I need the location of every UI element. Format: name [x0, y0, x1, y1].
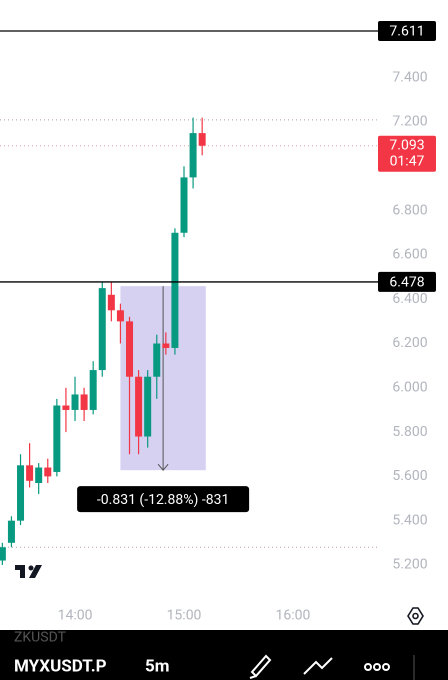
settings-icon[interactable]	[407, 607, 424, 625]
candle-body	[198, 133, 206, 146]
x-tick-label: 14:00	[58, 608, 93, 624]
countdown: 01:47	[390, 153, 425, 169]
more-icon[interactable]	[364, 663, 390, 671]
measure-arrowhead	[157, 463, 169, 471]
y-tick-label: 5.800	[392, 424, 427, 440]
candle-body	[135, 376, 143, 437]
line-tool-icon[interactable]	[303, 657, 333, 675]
candle-body	[153, 343, 161, 377]
y-tick-label: 7.400	[392, 69, 427, 85]
candle-body	[80, 394, 88, 410]
candle-body	[53, 405, 61, 472]
candle-body	[26, 465, 34, 481]
candle-body	[71, 394, 79, 410]
price-line-label: 6.478	[389, 275, 424, 291]
candle-body	[62, 405, 70, 410]
y-tick-label: 6.200	[392, 335, 427, 351]
candle-body	[171, 232, 179, 348]
candle-body	[180, 177, 188, 233]
y-tick-label: 6.400	[392, 291, 427, 307]
candle-body	[89, 370, 97, 410]
symbol[interactable]: MYXUSDT.P	[14, 656, 107, 676]
x-tick-label: 15:00	[167, 608, 202, 624]
candle-body	[7, 520, 15, 543]
last-price-label: 7.093	[389, 137, 424, 153]
candle-body	[126, 321, 134, 377]
measure-label: -0.831 (-12.88%) -831	[97, 492, 229, 508]
candle-body	[189, 133, 197, 178]
tv-logo	[15, 565, 42, 578]
candle-body	[107, 294, 115, 311]
y-tick-label: 6.000	[392, 379, 427, 395]
candle-body	[116, 310, 124, 322]
y-tick-label: 5.400	[392, 512, 427, 528]
measure-label-bg	[77, 486, 250, 513]
y-tick-label: 6.600	[392, 247, 427, 263]
price-line-label: 7.611	[389, 24, 424, 40]
candle-body	[44, 467, 52, 477]
faded-symbol: ZKUSDT	[14, 630, 67, 646]
y-tick-label: 6.800	[392, 202, 427, 218]
interval[interactable]: 5m	[145, 656, 169, 676]
y-tick-label: 5.200	[392, 557, 427, 573]
draw-icon[interactable]	[249, 654, 272, 679]
y-tick-label: 5.600	[392, 468, 427, 484]
candle-body	[0, 547, 6, 561]
last-price-tag	[378, 135, 436, 172]
candle-body	[17, 465, 25, 521]
plot: 5.200 5.400 5.600 5.800 6.000 6.200 6.400 6.600…	[0, 69, 428, 624]
overlay: -0.831 (-12.88%) -831 7.611 6.478 7.09301:4…	[0, 21, 436, 513]
candle-body	[98, 288, 106, 371]
candle-body	[162, 343, 170, 348]
bottom-bar	[0, 630, 448, 680]
x-tick-label: 16:00	[276, 608, 311, 624]
candle-body	[35, 467, 43, 484]
price-line-tag	[378, 21, 436, 42]
candle-body	[144, 376, 152, 437]
price-line-tag	[378, 271, 436, 292]
y-tick-label: 7.200	[392, 114, 427, 130]
